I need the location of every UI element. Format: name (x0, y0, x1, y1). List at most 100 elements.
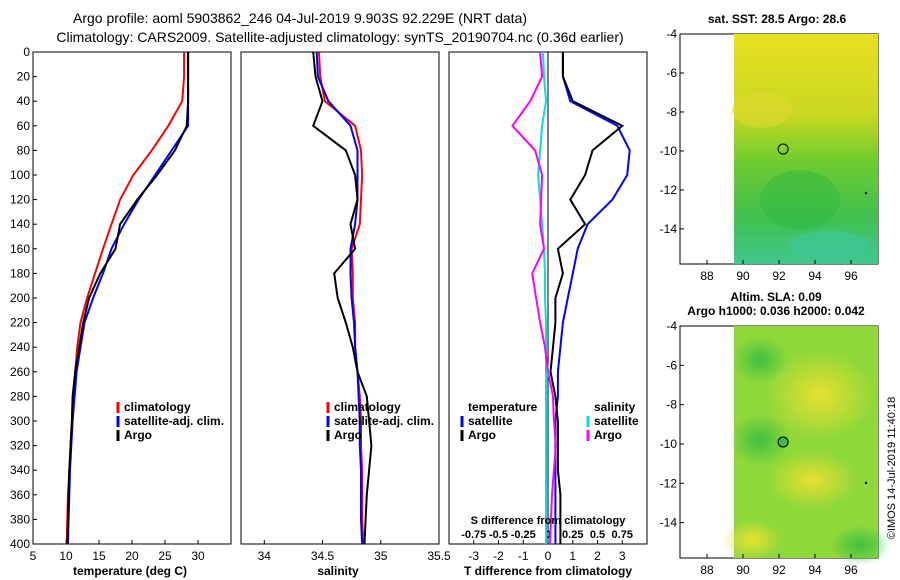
series-line-climatology (65, 52, 186, 545)
map-x-tick-label: 90 (736, 563, 750, 577)
x-tick-label: 15 (92, 549, 106, 563)
map-y-tick-label: -12 (660, 183, 678, 197)
salinity-xlabel: salinity (317, 564, 359, 578)
y-tick-label: 300 (10, 414, 30, 428)
y-tick-label: 140 (10, 217, 30, 231)
map-x-tick-label: 94 (808, 563, 822, 577)
y-tick-label: 220 (10, 316, 30, 330)
sst-map-title: sat. SST: 28.5 Argo: 28.6 (708, 12, 847, 26)
map-y-tick-label: -14 (660, 516, 678, 530)
y-tick-label: 400 (10, 537, 30, 551)
x-tick-label: -1 (518, 549, 529, 563)
legend-label: Argo (468, 428, 496, 442)
x-tick-label: 25 (158, 549, 172, 563)
salinity-plot: 34 34.5 35 35.5 (258, 51, 451, 563)
legend-label: satellite (594, 414, 639, 428)
sst-map-island (864, 191, 868, 195)
series-line-satellite-adj-clim- (315, 51, 364, 545)
sla-map-low2 (730, 414, 790, 466)
x-tick-label: 34.5 (311, 549, 335, 563)
map-y-tick-label: -6 (666, 358, 677, 372)
sst-argo-marker (777, 143, 789, 155)
temperature-plot: 0 20 40 60 80 100 120 140 160 180 200 220 240 260 280 3… (10, 45, 205, 563)
salinity-difference-xlabel: S difference from climatology (471, 515, 627, 527)
s-tick-label: -0.75 (461, 529, 486, 541)
series-line-argo (66, 52, 190, 545)
map-y-tick-label: -10 (660, 437, 678, 451)
series-line-argo (311, 51, 373, 545)
legend-label: satellite (468, 414, 513, 428)
map-x-tick-label: 96 (844, 269, 858, 283)
map-y-tick-label: -10 (660, 144, 678, 158)
x-tick-label: 35.5 (427, 549, 451, 563)
x-tick-label: 1 (569, 549, 576, 563)
y-tick-label: 20 (17, 70, 31, 84)
temperature-legend: climatology satellite-adj. clim. Argo (116, 400, 224, 442)
x-tick-label: 10 (59, 549, 73, 563)
x-tick-label: 0 (545, 549, 552, 563)
sla-argo-marker (777, 436, 789, 448)
series-line-s-argo (511, 51, 557, 545)
y-tick-label: 240 (10, 340, 30, 354)
legend-label: Argo (334, 428, 362, 442)
series-line-satellite-adj-clim- (67, 52, 190, 545)
legend-label: climatology (334, 400, 401, 414)
figure-title-line2: Climatology: CARS2009. Satellite-adjuste… (56, 29, 623, 45)
sla-map-high2 (767, 450, 857, 510)
y-tick-label: 380 (10, 512, 30, 526)
x-tick-label: -2 (493, 549, 504, 563)
x-tick-label: 5 (30, 549, 37, 563)
legend-label: Argo (124, 428, 152, 442)
salinity-legend: climatology satellite-adj. clim. Argo (326, 400, 434, 442)
legend-heading-salinity: salinity (594, 400, 636, 414)
salinity-panel-frame (240, 51, 440, 545)
legend-label: satellite-adj. clim. (334, 414, 434, 428)
series-line-t-argo (549, 52, 625, 544)
map-x-tick-label: 90 (736, 269, 750, 283)
y-tick-label: 260 (10, 365, 30, 379)
map-x-tick-label: 88 (700, 269, 714, 283)
series-line-s-satellite (537, 51, 548, 544)
s-tick-label: 0.75 (612, 529, 633, 541)
s-tick-label: 0.5 (590, 529, 605, 541)
y-tick-label: 60 (17, 119, 31, 133)
temperature-panel-frame (32, 51, 232, 545)
series-line-t-satellite (554, 52, 631, 544)
sla-map-title2: Argo h1000: 0.036 h2000: 0.042 (687, 304, 865, 318)
map-y-tick-label: -8 (666, 398, 677, 412)
y-tick-label: 320 (10, 439, 30, 453)
x-tick-label: 30 (191, 549, 205, 563)
difference-xlabel: T difference from climatology (464, 564, 632, 578)
credit-text: ©IMOS 14-Jul-2019 11:40:18 (886, 397, 898, 539)
y-tick-label: 180 (10, 266, 30, 280)
map-x-tick-label: 88 (700, 563, 714, 577)
y-tick-label: 200 (10, 291, 30, 305)
sst-map: 88 90 92 94 96 -4 -6 -8 -10 -12 -14 (660, 27, 879, 283)
y-tick-label: 80 (17, 143, 31, 157)
x-tick-label: 34 (258, 549, 272, 563)
y-tick-label: 40 (17, 94, 31, 108)
sst-map-cool-patch (760, 170, 840, 230)
legend-label: Argo (594, 428, 622, 442)
y-tick-label: 0 (23, 45, 30, 59)
series-line-climatology (318, 51, 365, 545)
x-tick-label: 35 (374, 549, 388, 563)
difference-legend: temperature satellite Argo salinity sate… (460, 400, 639, 442)
sla-map-title1: Altim. SLA: 0.09 (730, 290, 822, 304)
map-y-tick-label: -14 (660, 222, 678, 236)
s-tick-label: -0.25 (511, 529, 536, 541)
s-tick-label: 0.25 (562, 529, 583, 541)
y-tick-label: 280 (10, 389, 30, 403)
legend-label: satellite-adj. clim. (124, 414, 224, 428)
sla-map: 88 90 92 94 96 -4 -6 -8 -10 -12 -14 (660, 319, 890, 577)
map-y-tick-label: -4 (666, 27, 677, 41)
legend-label: climatology (124, 400, 191, 414)
y-tick-label: 360 (10, 488, 30, 502)
map-x-tick-label: 92 (772, 563, 786, 577)
map-y-tick-label: -8 (666, 105, 677, 119)
y-tick-label: 120 (10, 193, 30, 207)
sst-map-axes: 88 90 92 94 96 -4 -6 -8 -10 -12 -14 (660, 27, 858, 283)
figure-title-line1: Argo profile: aoml 5903862_246 04-Jul-20… (73, 10, 527, 26)
